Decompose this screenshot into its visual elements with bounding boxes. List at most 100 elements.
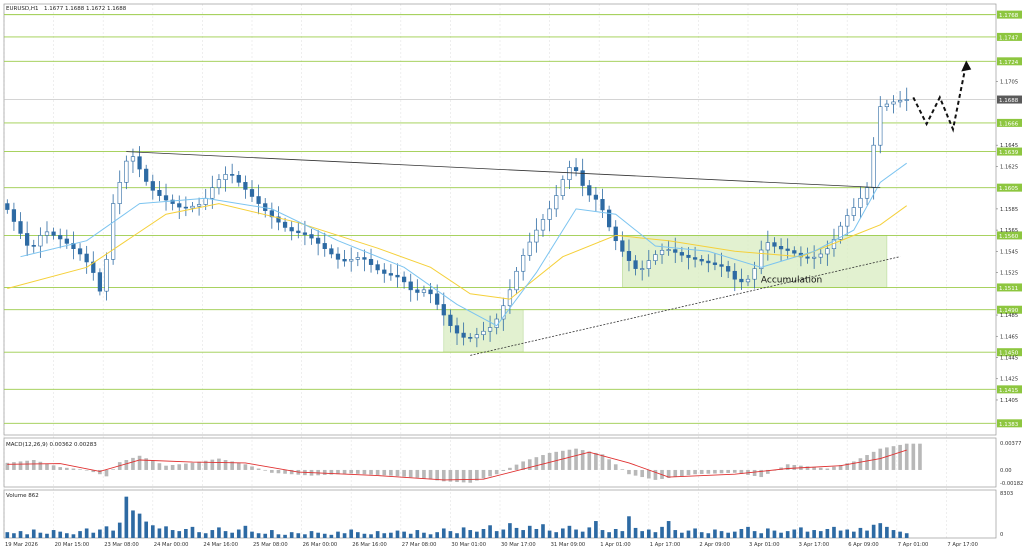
candle-body (428, 289, 433, 295)
volume-bar (31, 529, 36, 538)
level-label: 1.1605 (999, 186, 1019, 192)
grid (3, 3, 997, 539)
macd-bar (918, 443, 922, 470)
level-label-bg (997, 57, 1022, 66)
level-label: 1.1724 (999, 60, 1019, 66)
macd-bar (858, 458, 863, 470)
price-tick-label: 1.1705 (1000, 79, 1018, 85)
volume-bar (422, 532, 426, 538)
volume-bar (468, 530, 473, 538)
candle-body (765, 242, 770, 251)
time-tick-label: 1 Apr 17:00 (650, 542, 681, 548)
candle-body (263, 203, 268, 211)
volume-bar (574, 529, 578, 538)
price-tick-label: 1.1405 (1000, 398, 1018, 404)
macd-bar (607, 459, 611, 470)
candle-body (904, 99, 909, 101)
macd-bar (911, 443, 916, 470)
candle-body (104, 259, 109, 292)
macd-bar (111, 469, 115, 470)
annotation-accumulation: Accumulation (761, 275, 822, 285)
macd-bar (878, 448, 883, 470)
candle-body (732, 270, 737, 280)
candle-body (375, 264, 380, 271)
candle-body (567, 167, 572, 180)
volume-bar (336, 531, 340, 538)
symbol-label: EURUSD,H1 (6, 6, 38, 12)
macd-bar (785, 464, 790, 470)
macd-bar (51, 465, 56, 470)
candle-body (745, 278, 751, 283)
volume-bar (640, 531, 645, 538)
volume-bar (825, 528, 830, 538)
candle-body (117, 182, 122, 204)
volume-bar (633, 527, 638, 538)
candle-body (71, 243, 76, 249)
ma-slow-line (7, 203, 907, 300)
candle-body (58, 235, 63, 240)
macd-bar (217, 458, 221, 470)
macd-bar (322, 469, 327, 475)
candle-body (77, 248, 83, 255)
candle-body (712, 262, 718, 265)
macd-bar (898, 444, 902, 470)
volume-bar (660, 526, 664, 538)
volume-bar (111, 530, 115, 538)
candle-body (640, 268, 645, 270)
volume-bar (170, 530, 175, 538)
macd-bar (375, 469, 380, 475)
macd-bar (31, 460, 36, 470)
candle-body (435, 293, 440, 305)
macd-bar (851, 461, 856, 470)
volume-bar (514, 527, 519, 538)
macd-bar (210, 459, 215, 470)
macd-bar (805, 466, 810, 470)
price-tick-label: 1.1565 (1000, 228, 1018, 234)
macd-bar (640, 469, 645, 478)
price-tick-label: 1.1425 (1000, 377, 1018, 383)
macd-bar (527, 459, 532, 470)
candle-body (600, 199, 605, 211)
volume-panel-frame (3, 489, 997, 539)
candle-body (296, 230, 301, 234)
candle-body (607, 209, 612, 228)
macd-bar (276, 469, 281, 474)
volume-bar (680, 532, 684, 538)
candle-body (805, 256, 810, 259)
ohlc-label: 1.1677 1.1688 1.1672 1.1688 (44, 6, 127, 12)
macd-bar (713, 469, 717, 474)
macd-bar (5, 462, 10, 470)
macd-bar (71, 468, 76, 470)
volume-bar (124, 496, 129, 538)
volume-bar (98, 529, 102, 538)
volume-bar (395, 530, 400, 538)
candle-body (38, 235, 43, 247)
volume-bar (276, 534, 281, 538)
time-tick-label: 19 Mar 2026 (5, 542, 38, 548)
volume-bar (243, 525, 248, 538)
candle-body (527, 241, 532, 256)
macd-bar (752, 469, 757, 476)
macd-bar (732, 469, 737, 473)
level-label: 1.1450 (999, 351, 1019, 357)
candle-body (785, 248, 790, 251)
volume-bar (316, 532, 320, 538)
level-label-bg (997, 348, 1022, 357)
macd-bar (812, 467, 816, 470)
candle-body (686, 254, 691, 258)
candle-body (243, 182, 248, 190)
candle-body (441, 304, 446, 316)
price-axis: 1.1705 1.1645 1.1625 1.1585 1.1565 1.1545 1.15… (996, 79, 1018, 404)
volume-bar (699, 532, 704, 538)
volume-bar (349, 529, 354, 538)
macd-bar (666, 469, 671, 479)
candle-body (587, 185, 592, 196)
candle-body (170, 199, 175, 204)
macd-tick-label: -0.00182 (1000, 481, 1023, 487)
macd-bar (620, 469, 625, 470)
volume-bar (71, 534, 76, 538)
macd-bar (455, 469, 459, 483)
macd-bar (170, 464, 175, 470)
macd-bar (336, 469, 340, 475)
